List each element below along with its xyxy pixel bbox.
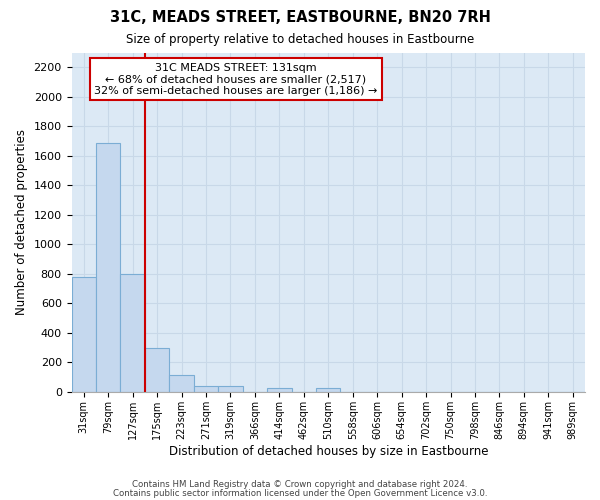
Text: Contains HM Land Registry data © Crown copyright and database right 2024.: Contains HM Land Registry data © Crown c… [132, 480, 468, 489]
Bar [169, 375, 194, 392]
Text: Size of property relative to detached houses in Eastbourne: Size of property relative to detached ho… [126, 32, 474, 46]
Text: 31C, MEADS STREET, EASTBOURNE, BN20 7RH: 31C, MEADS STREET, EASTBOURNE, BN20 7RH [110, 10, 490, 25]
Bar [71, 277, 96, 392]
Bar [96, 142, 121, 392]
Bar [218, 386, 242, 392]
Bar [316, 388, 340, 392]
Bar [194, 386, 218, 392]
X-axis label: Distribution of detached houses by size in Eastbourne: Distribution of detached houses by size … [169, 444, 488, 458]
Bar [121, 274, 145, 392]
Text: 31C MEADS STREET: 131sqm
← 68% of detached houses are smaller (2,517)
32% of sem: 31C MEADS STREET: 131sqm ← 68% of detach… [94, 62, 377, 96]
Y-axis label: Number of detached properties: Number of detached properties [15, 129, 28, 315]
Bar [145, 348, 169, 392]
Text: Contains public sector information licensed under the Open Government Licence v3: Contains public sector information licen… [113, 488, 487, 498]
Bar [267, 388, 292, 392]
